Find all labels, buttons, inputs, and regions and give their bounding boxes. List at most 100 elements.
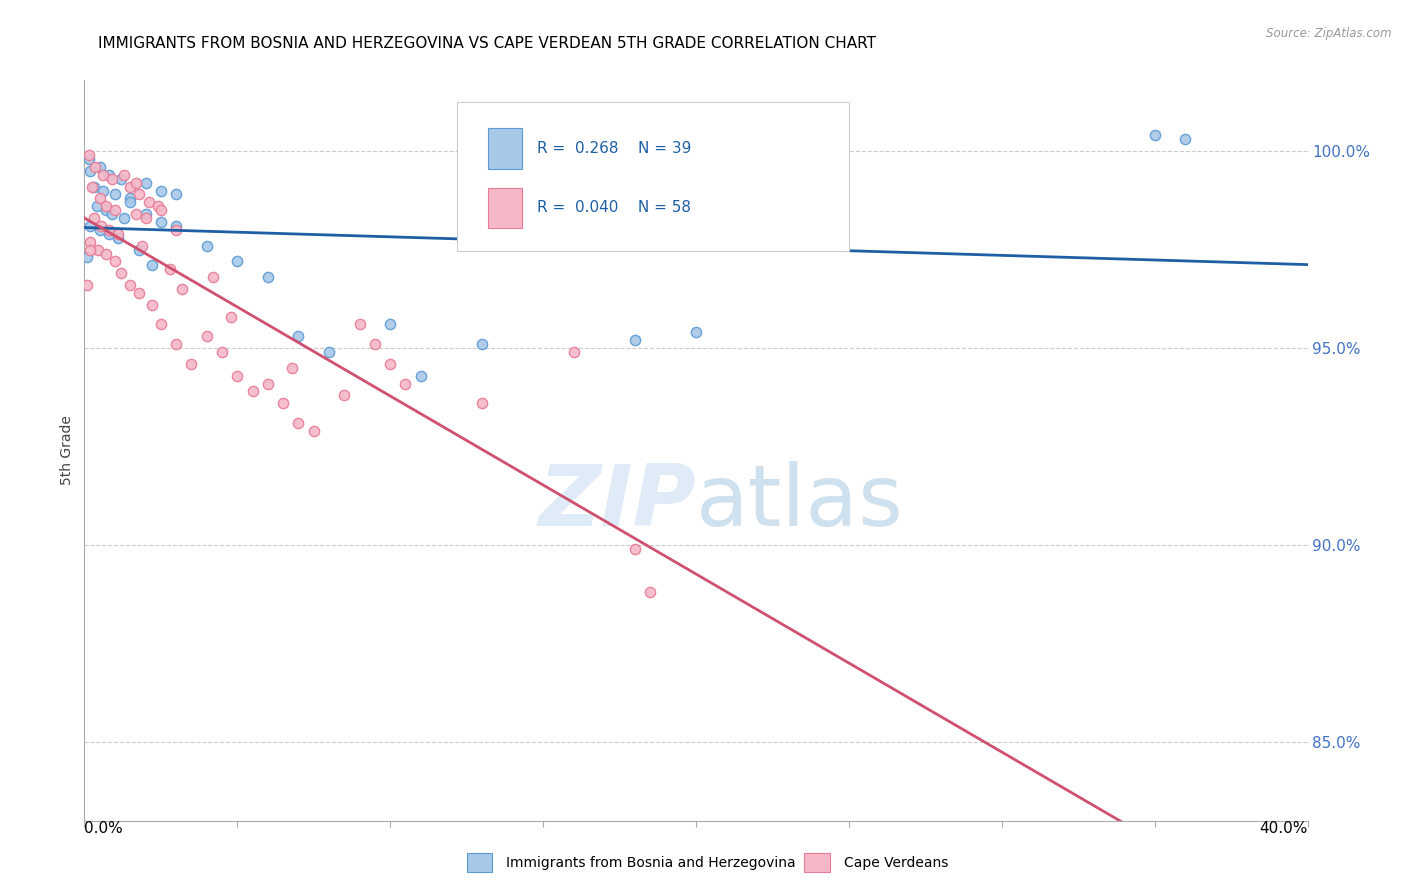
Point [172, 282, 194, 296]
Point [471, 337, 494, 351]
Text: Cape Verdeans: Cape Verdeans [844, 855, 948, 870]
Point [149, 318, 172, 332]
Point [101, 171, 124, 186]
Text: R =  0.268    N = 39: R = 0.268 N = 39 [537, 141, 692, 156]
Point [149, 184, 172, 198]
Point [409, 368, 432, 383]
Point [201, 270, 224, 285]
Point [107, 227, 129, 241]
Point [638, 585, 661, 599]
Point [89, 223, 111, 237]
Point [120, 278, 142, 293]
Point [219, 310, 242, 324]
Point [287, 329, 309, 343]
Point [180, 357, 202, 371]
Point [79, 164, 101, 178]
Point [79, 243, 101, 257]
Point [562, 345, 585, 359]
Y-axis label: 5th Grade: 5th Grade [60, 416, 75, 485]
Point [79, 219, 101, 233]
Point [77, 152, 100, 166]
Point [110, 171, 132, 186]
Point [135, 211, 157, 226]
Point [141, 298, 163, 312]
Point [141, 258, 163, 272]
Point [1174, 132, 1197, 146]
Point [349, 318, 371, 332]
Point [257, 270, 280, 285]
Point [135, 176, 157, 190]
Point [89, 191, 111, 205]
Point [94, 246, 117, 260]
Text: 40.0%: 40.0% [1260, 821, 1308, 836]
Point [104, 203, 127, 218]
Point [125, 176, 148, 190]
Point [104, 187, 127, 202]
Point [79, 235, 101, 249]
Point [159, 262, 181, 277]
Point [271, 396, 294, 410]
Point [97, 168, 120, 182]
Point [364, 337, 387, 351]
Point [149, 203, 172, 218]
Point [624, 333, 647, 347]
Text: Immigrants from Bosnia and Herzegovina: Immigrants from Bosnia and Herzegovina [506, 855, 796, 870]
Point [87, 243, 110, 257]
Point [195, 329, 218, 343]
Point [128, 187, 150, 202]
Point [333, 388, 356, 402]
Point [302, 424, 325, 438]
Point [128, 285, 150, 300]
Text: 0.0%: 0.0% [84, 821, 124, 836]
Point [211, 345, 233, 359]
Point [89, 160, 111, 174]
Point [165, 187, 187, 202]
Text: IMMIGRANTS FROM BOSNIA AND HERZEGOVINA VS CAPE VERDEAN 5TH GRADE CORRELATION CHA: IMMIGRANTS FROM BOSNIA AND HERZEGOVINA V… [98, 36, 876, 51]
Point [128, 243, 150, 257]
Point [257, 376, 280, 391]
Bar [488, 187, 522, 228]
Point [104, 254, 127, 268]
Point [138, 195, 160, 210]
Point [281, 360, 304, 375]
Point [287, 416, 309, 430]
Point [195, 238, 218, 252]
Text: R =  0.040    N = 58: R = 0.040 N = 58 [537, 201, 690, 216]
Point [91, 168, 114, 182]
Point [394, 376, 416, 391]
Point [77, 148, 100, 162]
Point [242, 384, 264, 399]
Point [112, 211, 135, 226]
Text: Source: ZipAtlas.com: Source: ZipAtlas.com [1267, 27, 1392, 40]
Bar [488, 128, 522, 169]
Point [76, 251, 98, 265]
Point [125, 207, 148, 221]
Point [120, 195, 142, 210]
Point [76, 278, 98, 293]
Point [91, 184, 114, 198]
Point [94, 203, 117, 218]
Point [112, 168, 135, 182]
Point [120, 179, 142, 194]
Text: ZIP: ZIP [538, 461, 696, 544]
Point [107, 231, 129, 245]
Point [165, 337, 187, 351]
Point [94, 199, 117, 213]
Point [110, 266, 132, 280]
FancyBboxPatch shape [457, 103, 849, 251]
Point [84, 160, 107, 174]
Point [471, 396, 494, 410]
Point [97, 223, 120, 237]
Point [83, 211, 105, 226]
Point [380, 318, 402, 332]
Point [1143, 128, 1166, 143]
Text: atlas: atlas [696, 461, 904, 544]
Point [380, 357, 402, 371]
Point [165, 223, 187, 237]
Point [120, 191, 142, 205]
Point [685, 326, 707, 340]
Point [146, 199, 169, 213]
Point [318, 345, 340, 359]
Point [149, 215, 172, 229]
Point [83, 179, 105, 194]
